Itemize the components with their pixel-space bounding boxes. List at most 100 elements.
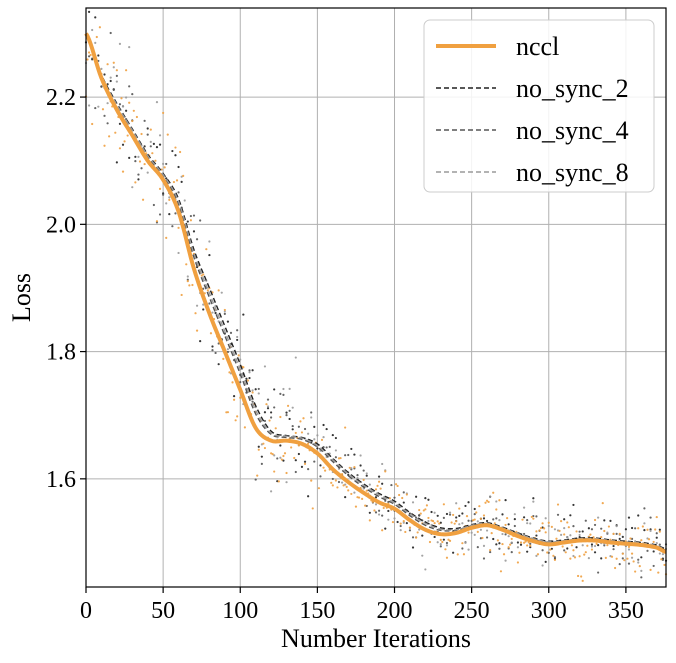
- scatter-point: [593, 523, 597, 527]
- scatter-point: [529, 522, 532, 525]
- scatter-point: [425, 504, 429, 507]
- scatter-point: [590, 528, 594, 531]
- x-tick-label: 100: [222, 598, 258, 624]
- scatter-point: [323, 469, 327, 472]
- scatter-point: [236, 415, 239, 418]
- scatter-point: [131, 186, 134, 189]
- scatter-point: [447, 538, 450, 541]
- scatter-point: [168, 213, 171, 216]
- scatter-point: [137, 178, 140, 181]
- scatter-point: [307, 442, 310, 445]
- scatter-point: [569, 557, 572, 560]
- scatter-point: [513, 524, 516, 528]
- scatter-point: [313, 438, 316, 441]
- scatter-point: [112, 66, 115, 69]
- scatter-point: [402, 520, 405, 523]
- scatter-point: [424, 508, 427, 511]
- scatter-point: [652, 540, 655, 544]
- scatter-point: [185, 263, 188, 266]
- scatter-point: [353, 491, 356, 494]
- scatter-point: [492, 518, 495, 521]
- scatter-point: [458, 523, 461, 526]
- scatter-point: [166, 133, 169, 136]
- scatter-point: [467, 501, 470, 504]
- scatter-point: [232, 398, 236, 401]
- scatter-point: [563, 518, 566, 521]
- scatter-point: [522, 516, 526, 519]
- scatter-point: [171, 225, 174, 228]
- scatter-point: [465, 515, 469, 518]
- scatter-point: [482, 557, 486, 560]
- scatter-point: [242, 366, 245, 369]
- scatter-point: [624, 528, 627, 531]
- scatter-point: [419, 512, 422, 515]
- scatter-point: [402, 501, 405, 504]
- scatter-point: [452, 513, 455, 517]
- x-tick-label: 300: [531, 598, 567, 624]
- scatter-point: [303, 462, 307, 466]
- scatter-point: [330, 481, 333, 484]
- scatter-point: [455, 520, 458, 523]
- scatter-point: [609, 519, 612, 522]
- scatter-point: [277, 480, 280, 483]
- scatter-point: [439, 543, 442, 546]
- scatter-point: [381, 482, 384, 485]
- scatter-point: [498, 519, 501, 522]
- scatter-point: [353, 453, 356, 456]
- scatter-point: [307, 432, 310, 435]
- scatter-point: [641, 525, 644, 528]
- scatter-point: [290, 446, 293, 449]
- scatter-point: [467, 548, 470, 551]
- scatter-point: [416, 531, 419, 534]
- scatter-point: [331, 484, 334, 487]
- scatter-point: [128, 46, 131, 49]
- scatter-point: [268, 419, 271, 422]
- scatter-point: [649, 528, 652, 531]
- scatter-point: [396, 520, 399, 524]
- scatter-point: [125, 117, 128, 121]
- scatter-point: [158, 213, 162, 216]
- scatter-point: [347, 489, 350, 492]
- scatter-point: [376, 484, 379, 487]
- scatter-point: [359, 464, 362, 467]
- scatter-point: [263, 411, 267, 414]
- scatter-point: [263, 419, 267, 423]
- scatter-point: [263, 446, 267, 450]
- scatter-point: [427, 498, 430, 501]
- scatter-point: [544, 531, 547, 534]
- scatter-point: [202, 308, 205, 311]
- scatter-point: [657, 571, 660, 574]
- scatter-point: [442, 538, 445, 541]
- scatter-point: [473, 518, 476, 521]
- scatter-point: [526, 522, 529, 525]
- scatter-point: [467, 519, 470, 522]
- scatter-point: [131, 93, 134, 96]
- scatter-point: [452, 551, 455, 554]
- scatter-point: [478, 505, 481, 508]
- scatter-point: [344, 454, 347, 457]
- scatter-point: [405, 522, 408, 525]
- y-tick-label: 1.8: [46, 340, 76, 366]
- scatter-point: [433, 522, 436, 525]
- scatter-point: [658, 530, 661, 533]
- scatter-point: [143, 162, 146, 166]
- scatter-point: [172, 180, 176, 184]
- scatter-point: [509, 543, 512, 546]
- scatter-point: [415, 516, 418, 519]
- scatter-point: [317, 487, 321, 490]
- scatter-point: [192, 214, 196, 217]
- scatter-point: [458, 507, 461, 510]
- scatter-point: [567, 526, 570, 529]
- scatter-point: [485, 536, 489, 539]
- scatter-point: [243, 426, 246, 429]
- scatter-point: [513, 518, 516, 521]
- scatter-point: [428, 540, 432, 544]
- scatter-point: [473, 533, 476, 536]
- scatter-point: [192, 230, 196, 233]
- scatter-point: [606, 544, 609, 547]
- scatter-point: [427, 519, 430, 523]
- scatter-point: [549, 548, 552, 551]
- scatter-point: [274, 427, 277, 430]
- scatter-point: [228, 371, 231, 374]
